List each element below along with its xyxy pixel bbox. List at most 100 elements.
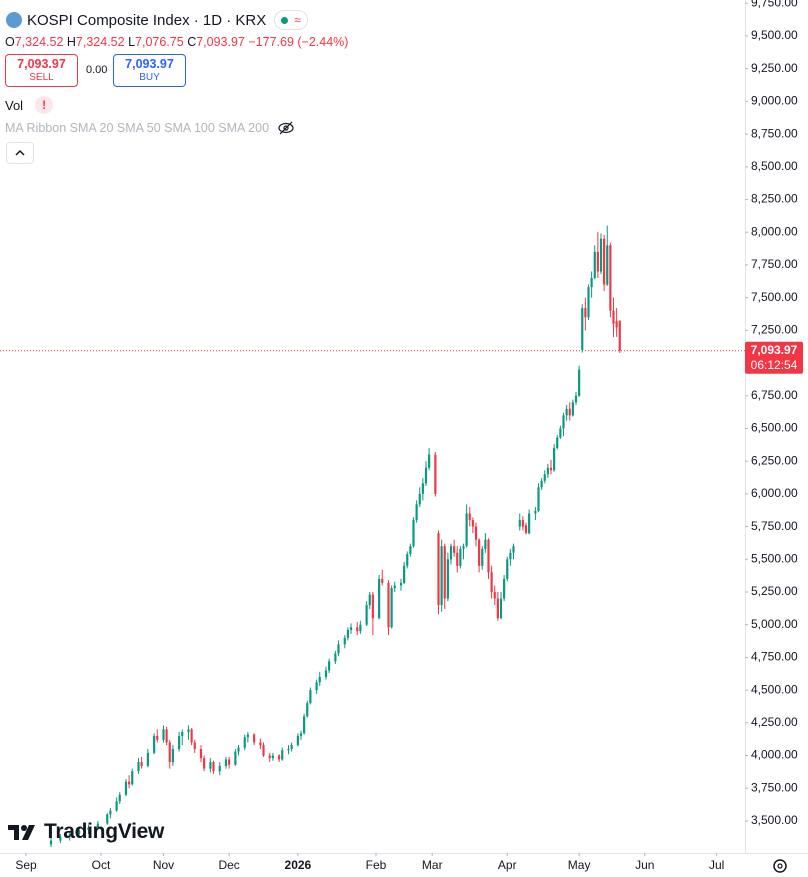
candle [246,731,249,743]
candle-body [234,751,237,765]
candle-body [228,759,231,765]
volume-legend[interactable]: Vol ! [5,96,54,114]
candle-body [612,310,615,324]
candle-body [262,745,265,756]
candle-body [137,762,140,772]
candle [615,308,618,337]
x-tick-label: Oct [92,858,111,872]
candle [146,748,149,768]
hidden-eye-icon[interactable] [277,121,295,135]
candle-body [418,493,421,505]
candle-body [393,585,396,589]
candle [581,304,584,353]
candle-body [328,661,331,671]
candle [590,271,593,298]
settings-icon[interactable] [773,859,787,873]
candle [106,813,109,825]
candle [359,620,362,634]
candle-body [453,546,456,553]
candle-body [587,287,590,318]
candle [565,404,568,421]
y-tick-label: 5,000.00 [751,617,798,631]
candle-body [553,448,556,471]
candle-body [140,762,143,766]
candle [49,837,53,848]
candle [296,733,299,747]
collapse-button[interactable] [6,142,34,164]
candle [406,551,409,569]
candle-body [390,588,393,628]
candle-body [199,748,203,759]
candle-body [490,572,493,592]
candle [262,742,265,757]
candle [390,585,393,629]
candle [446,552,449,602]
indicator-label: MA Ribbon SMA 20 SMA 50 SMA 100 SMA 200 [5,121,270,135]
candle [190,728,193,746]
candle-body [399,582,403,586]
candle-body [253,734,256,743]
market-status[interactable]: ≈ [274,10,308,30]
candle-body [124,781,128,795]
candle [534,506,537,521]
x-tick-label: Dec [218,858,239,872]
candle [281,747,284,761]
buy-button[interactable]: 7,093.97 BUY [113,54,186,87]
candle-body [203,758,206,769]
candle-body [318,677,321,683]
candle-body [59,836,62,841]
candle [228,756,231,769]
y-tick-label: 4,750.00 [751,650,798,664]
sell-button[interactable]: 7,093.97 SELL [5,54,78,87]
candle [324,666,328,680]
sell-label: SELL [29,72,54,83]
chevron-up [15,149,25,156]
candle [471,517,474,534]
candle [124,779,128,797]
candle [415,500,418,523]
candle [524,522,528,535]
buy-price: 7,093.97 [125,57,174,71]
candle [178,731,181,752]
candle-body [437,533,440,606]
candle-body [356,627,359,632]
last-price-badge [745,341,803,374]
candle-body [156,735,159,740]
candle [318,671,321,687]
candle-body [190,729,193,743]
warning-icon[interactable]: ! [35,96,54,114]
candle [596,232,599,279]
ohlc-key: O [5,35,15,49]
candle-body [549,467,553,471]
candle [187,725,190,740]
candle [574,391,578,405]
candle [328,658,331,674]
candle-body [187,729,190,732]
buy-label: BUY [139,72,160,83]
candle-body [556,437,559,449]
ohlc-key: H [66,35,76,49]
candle [315,679,318,695]
x-tick-label: 2026 [285,858,312,872]
logo-part [8,825,19,840]
candle-body [296,735,299,746]
candle [165,726,168,746]
candle [290,742,293,752]
symbol-title[interactable]: KOSPI Composite Index · 1D · KRX ≈ [6,10,308,30]
y-tick-label: 3,500.00 [751,813,798,827]
candle-body [421,483,424,494]
candle-body [415,504,418,521]
y-tick-label: 9,750.00 [751,0,798,9]
candle [509,548,512,566]
candle-body [496,598,499,619]
candle-body [493,591,496,599]
candle [199,745,203,763]
candle [156,729,159,743]
y-tick-label: 7,250.00 [751,323,798,337]
candle [253,733,256,746]
candle [381,569,384,586]
indicator-legend[interactable]: MA Ribbon SMA 20 SMA 50 SMA 100 SMA 200 [5,121,295,135]
sell-price: 7,093.97 [17,57,66,71]
candle-body [424,467,428,484]
